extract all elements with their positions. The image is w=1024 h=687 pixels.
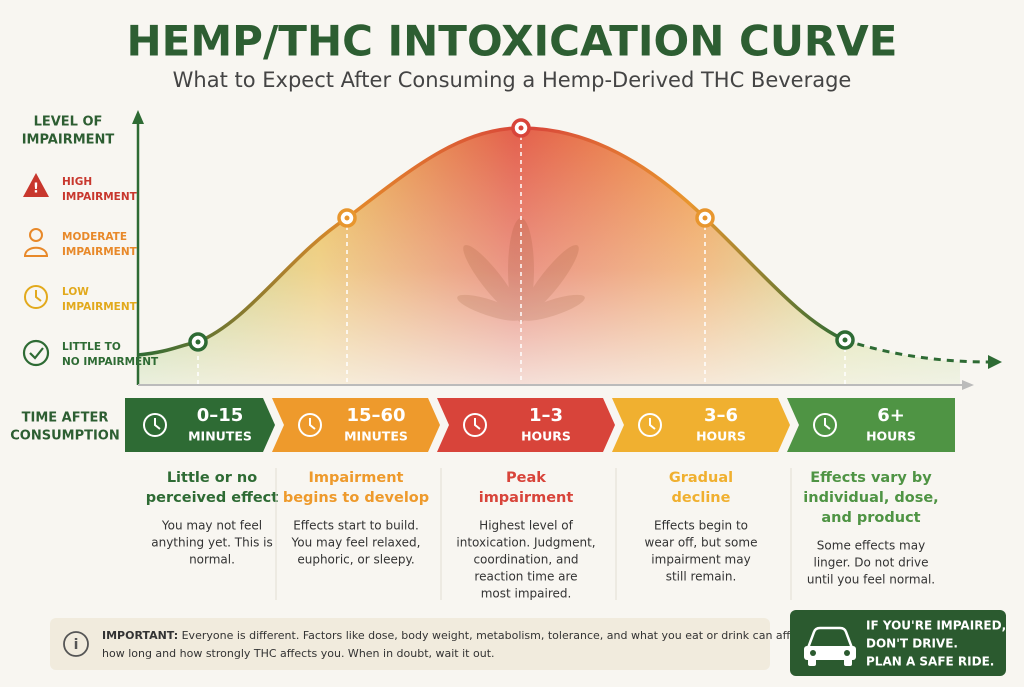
y-axis-label: IMPAIRMENT <box>22 133 115 148</box>
legend-label: IMPAIRMENT <box>62 191 138 203</box>
clock-icon <box>143 413 167 437</box>
legend-label: IMPAIRMENT <box>62 246 138 258</box>
x-axis-label: TIME AFTER <box>22 411 109 426</box>
stage-description: euphoric, or sleepy. <box>297 553 414 567</box>
stage-description: wear off, but some <box>645 536 758 550</box>
icon-warning <box>23 173 49 197</box>
notice-label: IMPORTANT: <box>102 629 178 642</box>
info-glyph: i <box>74 637 79 653</box>
legend-label: NO IMPAIRMENT <box>62 356 159 368</box>
x-axis-label: CONSUMPTION <box>10 429 120 444</box>
title: HEMP/THC INTOXICATION CURVE <box>127 17 898 66</box>
clock-hands <box>649 418 656 430</box>
stage-description: reaction time are <box>474 570 577 584</box>
notice-line: IMPORTANT: Everyone is different. Factor… <box>102 629 808 642</box>
stage-heading: and product <box>821 510 920 526</box>
stage-heading: decline <box>672 490 731 506</box>
info-icon <box>63 631 89 657</box>
clock-icon <box>638 413 662 437</box>
stage-description: You may feel relaxed, <box>291 536 421 550</box>
time-value: 3–6 <box>704 405 738 426</box>
stage-description: coordination, and <box>473 553 578 567</box>
stage-heading: Little or no <box>167 470 257 486</box>
time-unit: HOURS <box>696 429 746 444</box>
stages: 0–15 MINUTES Little or no perceived effect Y… <box>125 398 955 601</box>
clock-hands <box>474 418 481 430</box>
time-chevron <box>125 398 275 452</box>
clock-hands <box>824 418 831 430</box>
time-unit: HOURS <box>866 429 916 444</box>
y-axis-arrow <box>132 110 144 124</box>
curve-line <box>137 126 846 357</box>
stage-description: You may not feel <box>161 519 262 533</box>
time-chevron <box>787 398 955 452</box>
callout-line: DON'T DRIVE. <box>866 637 958 651</box>
time-value: 15–60 <box>346 405 405 426</box>
time-chevron <box>612 398 790 452</box>
time-chevron <box>272 398 440 452</box>
subtitle: What to Expect After Consuming a Hemp-De… <box>173 68 852 92</box>
stage-description: impairment may <box>651 553 750 567</box>
icon-glyph: ! <box>33 182 39 197</box>
stage-description: linger. Do not drive <box>814 556 929 570</box>
icon-check <box>22 339 50 367</box>
legend-label: IMPAIRMENT <box>62 301 138 313</box>
stage-description: intoxication. Judgment, <box>456 536 595 550</box>
stage-heading: Impairment <box>309 470 404 486</box>
legend-label: LOW <box>62 286 89 298</box>
stage-heading: begins to develop <box>283 490 429 506</box>
car-icon <box>804 626 856 666</box>
time-value: 6+ <box>877 405 905 426</box>
notice-box <box>50 618 770 670</box>
stage-heading: Peak <box>506 470 546 486</box>
stage-description: until you feel normal. <box>807 573 935 587</box>
leaf-emblem <box>457 218 585 322</box>
icon-clock <box>24 285 48 309</box>
stage-description: most impaired. <box>481 587 572 601</box>
notice-text: Everyone is different. Factors like dose… <box>182 629 808 642</box>
legend-label: HIGH <box>62 176 92 188</box>
clock-icon <box>813 413 837 437</box>
time-chevron <box>437 398 615 452</box>
time-value: 0–15 <box>197 405 244 426</box>
legend-label: MODERATE <box>62 231 127 243</box>
callout-line: PLAN A SAFE RIDE. <box>866 655 994 669</box>
stage-heading: impairment <box>479 490 574 506</box>
stage-heading: individual, dose, <box>803 490 938 506</box>
x-axis-arrow <box>962 380 974 390</box>
icon-person <box>23 228 49 257</box>
stage-description: Effects begin to <box>654 519 748 533</box>
stage-heading: Gradual <box>669 470 733 486</box>
stage-description: Some effects may <box>817 539 925 553</box>
legend-label: LITTLE TO <box>62 341 121 353</box>
legend: HIGH IMPAIRMENT MODERATE IMPAIRMENT LOW IMPAI… <box>62 176 159 368</box>
stage-heading: Effects vary by <box>810 470 932 486</box>
stage-description: Effects start to build. <box>293 519 419 533</box>
time-unit: MINUTES <box>188 429 252 444</box>
time-unit: MINUTES <box>344 429 408 444</box>
clock-icon <box>298 413 322 437</box>
clock-hands <box>154 418 161 430</box>
callout-line: IF YOU'RE IMPAIRED, <box>866 619 1006 633</box>
stage-heading: perceived effect <box>146 490 278 506</box>
stage-description: still remain. <box>666 570 737 584</box>
drop-lines <box>197 136 846 385</box>
stage-description: Highest level of <box>479 519 573 533</box>
stage-description: anything yet. This is <box>151 536 272 550</box>
clock-hands <box>309 418 316 430</box>
time-value: 1–3 <box>529 405 563 426</box>
y-axis-label: LEVEL OF <box>34 115 103 130</box>
notice-line: how long and how strongly THC affects yo… <box>102 647 495 660</box>
time-unit: HOURS <box>521 429 571 444</box>
clock-icon <box>463 413 487 437</box>
curve-fade <box>138 128 960 385</box>
stage-description: normal. <box>189 553 235 567</box>
tail-arrow <box>988 355 1002 369</box>
point-dots <box>195 125 848 345</box>
curve-tail <box>844 338 991 364</box>
